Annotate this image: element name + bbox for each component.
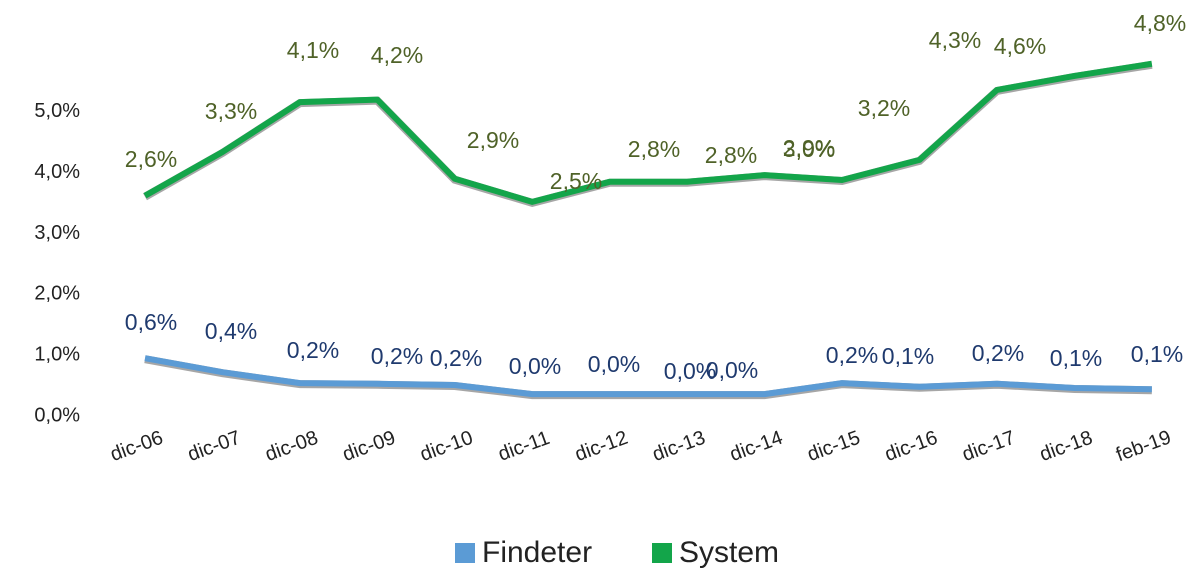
data-label: 3,2% [858,95,910,121]
data-label: 4,6% [994,33,1046,59]
data-label: 2,9% [467,127,519,153]
x-tick-label: dic-09 [340,427,399,466]
x-tick-label: dic-17 [959,427,1018,466]
legend-swatch [652,543,672,563]
legend-label: System [679,536,779,569]
x-tick-label: dic-15 [804,427,863,466]
x-tick-label: dic-07 [185,427,244,466]
legend-item: System [652,536,779,569]
data-label: 0,0% [509,353,561,379]
x-tick-label: dic-11 [495,427,552,466]
y-tick-label: 1,0% [34,343,80,365]
data-label: 2,8% [628,136,680,162]
data-label: 0,0% [706,357,758,383]
data-label: 3,0% [783,136,835,162]
data-label: 0,0% [664,358,716,384]
data-label: 2,9% [783,135,835,161]
data-label: 0,6% [125,309,177,335]
data-label: 0,1% [1131,341,1183,367]
x-tick-label: dic-18 [1037,427,1096,466]
x-tick-label: feb-19 [1113,426,1174,466]
legend-swatch [455,543,475,563]
data-label: 0,2% [287,337,339,363]
y-tick-label: 0,0% [34,404,80,426]
data-label: 0,2% [972,340,1024,366]
y-tick-label: 2,0% [34,283,80,305]
data-label: 0,1% [882,343,934,369]
data-label: 4,3% [929,27,981,53]
data-label: 0,2% [371,343,423,369]
data-label: 3,3% [205,98,257,124]
y-tick-label: 5,0% [34,100,80,122]
x-tick-label: dic-10 [417,427,476,466]
x-tick-label: dic-12 [572,427,631,466]
x-tick-label: dic-14 [727,427,786,466]
legend-label: Findeter [482,536,592,569]
x-tick-label: dic-08 [262,427,321,466]
data-label: 0,0% [588,351,640,377]
series-line [144,355,1152,398]
data-label: 0,1% [1050,345,1102,371]
data-label: 0,2% [826,342,878,368]
data-label: 2,6% [125,146,177,172]
series-line [143,60,1153,205]
x-tick-label: dic-16 [882,427,941,466]
data-label: 4,8% [1134,10,1186,36]
data-label: 0,4% [205,318,257,344]
x-tick-label: dic-13 [650,427,709,466]
y-tick-label: 4,0% [34,161,80,183]
data-label: 2,8% [705,142,757,168]
data-label: 0,2% [430,345,482,371]
y-tick-label: 3,0% [34,222,80,244]
data-label: 4,1% [287,37,339,63]
legend-item: Findeter [455,536,592,569]
x-tick-label: dic-06 [107,427,166,466]
data-label: 2,5% [550,168,602,194]
data-label: 4,2% [371,42,423,68]
